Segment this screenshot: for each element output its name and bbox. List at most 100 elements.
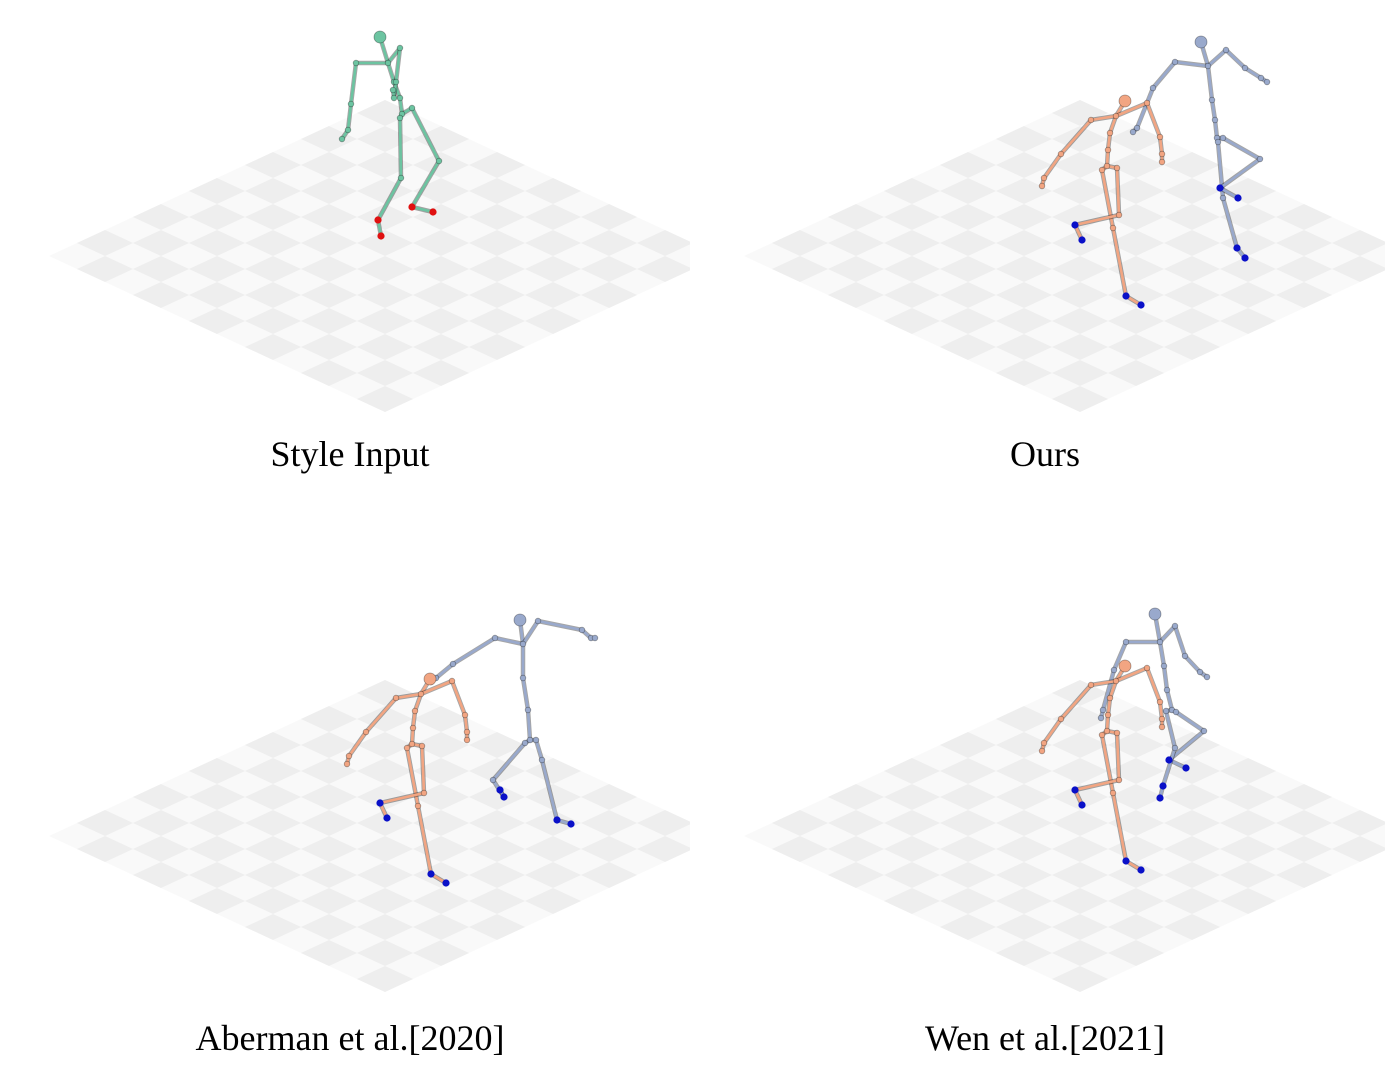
skeleton-output-joint — [1214, 138, 1222, 146]
floor-tile — [245, 282, 301, 308]
skeleton-content-bone — [1114, 101, 1149, 118]
skeleton-content-bone — [463, 713, 469, 734]
floor-tile — [525, 862, 581, 888]
floor-tile — [996, 152, 1052, 178]
skeleton-output-foot-joint — [1182, 764, 1190, 772]
floor-tile — [413, 360, 469, 386]
floor-tile — [1164, 308, 1220, 334]
floor-tile — [1052, 836, 1108, 862]
floor-tile — [413, 126, 469, 152]
floor-tile — [413, 784, 469, 810]
floor-tile — [357, 178, 413, 204]
floor-tile — [525, 230, 581, 256]
floor-tile — [77, 256, 133, 282]
floor-tile — [940, 888, 996, 914]
skeleton-content-joint — [1118, 659, 1132, 673]
floor-tile — [357, 360, 413, 386]
skeleton-content-bone — [1042, 152, 1063, 180]
floor-tile — [469, 152, 525, 178]
skeleton-content-joint — [1106, 129, 1114, 137]
skeleton-content-foot-joint — [376, 799, 384, 807]
skeleton-style-input-foot-joint — [408, 203, 416, 211]
skeleton-output-foot-joint — [496, 786, 504, 794]
floor-tile — [996, 204, 1052, 230]
skeleton-output-bone — [1161, 746, 1177, 788]
skeleton-output-foot-joint — [1216, 184, 1224, 192]
skeleton-output-foot-joint — [1156, 794, 1164, 802]
floor-tile — [996, 862, 1052, 888]
skeleton-output-joint — [1196, 668, 1204, 676]
skeleton-content-bone — [1111, 791, 1128, 863]
skeleton-output-joint — [1162, 707, 1170, 715]
floor-tile — [1108, 732, 1164, 758]
floor-tile — [1052, 360, 1108, 386]
floor-tile — [828, 836, 884, 862]
skeleton-output-joint — [519, 674, 527, 682]
skeleton-content-joint — [1109, 789, 1117, 797]
floor-tile — [189, 862, 245, 888]
caption-aberman: Aberman et al.[2020] — [195, 1018, 505, 1058]
floor-tile — [301, 282, 357, 308]
skeleton-content-joint — [409, 724, 417, 732]
skeleton-output-bone — [1221, 196, 1239, 250]
floor-tile — [996, 914, 1052, 940]
floor-tile — [413, 940, 469, 966]
floor-tile — [1108, 784, 1164, 810]
skeleton-content-foot-joint — [1078, 236, 1086, 244]
skeleton-style-input-joint — [435, 157, 443, 165]
skeleton-output-bone — [1213, 118, 1219, 140]
floor-tile — [940, 152, 996, 178]
floor-tile — [1332, 810, 1385, 836]
skeleton-style-input-bone — [349, 61, 358, 106]
floor-tile — [940, 784, 996, 810]
skeleton-content-bone — [1158, 135, 1164, 156]
floor-tile — [772, 810, 828, 836]
skeleton-output-joint — [1181, 652, 1189, 660]
floor-tile — [1332, 836, 1385, 862]
skeleton-content-foot-joint — [1071, 221, 1079, 229]
skeleton-style-input-joint — [392, 78, 400, 86]
floor-tile — [1052, 680, 1108, 706]
skeleton-content-bone — [419, 679, 454, 696]
skeleton-content-joint — [403, 744, 411, 752]
floor-tile — [1164, 230, 1220, 256]
floor-tile — [77, 230, 133, 256]
floor-tile — [413, 308, 469, 334]
skeleton-output-joint — [1219, 194, 1227, 202]
skeleton-content-bone — [1111, 226, 1128, 298]
floor-base — [49, 100, 690, 412]
floor-tile — [357, 836, 413, 862]
floor-tile — [1108, 178, 1164, 204]
floor-tile — [940, 732, 996, 758]
skeleton-content-joint — [1113, 729, 1121, 737]
floor-tile — [996, 256, 1052, 282]
skeleton-output-joint — [1097, 714, 1105, 722]
skeleton-style-input-bone — [398, 116, 403, 180]
floor-tile — [469, 178, 525, 204]
floor-tile — [1052, 966, 1108, 992]
skeleton-content-joint — [1038, 182, 1046, 190]
floor-tile — [996, 126, 1052, 152]
floor-tile — [828, 204, 884, 230]
floor-tile — [301, 706, 357, 732]
skeleton-output-bone — [1174, 710, 1206, 733]
floor-tile — [996, 706, 1052, 732]
skeleton-content-bone — [1145, 101, 1162, 139]
skeleton-content-joint — [408, 740, 416, 748]
skeleton-content-joint — [392, 694, 400, 702]
caption-ours: Ours — [1010, 434, 1080, 474]
floor-tile — [1332, 256, 1385, 282]
floor-tile — [1052, 230, 1108, 256]
floor-tile — [940, 758, 996, 784]
skeleton-content-bone — [1108, 114, 1118, 135]
skeleton-content-joint — [414, 802, 422, 810]
scene-style-input — [49, 30, 690, 412]
skeleton-content-bone — [1145, 666, 1162, 704]
floor-tile — [189, 230, 245, 256]
skeleton-style-input-joint — [397, 174, 405, 182]
skeleton-content-bone — [1073, 213, 1121, 227]
skeleton-content-bone — [1042, 717, 1063, 745]
floor-tile — [581, 282, 637, 308]
floor-tile — [996, 282, 1052, 308]
floor-tile — [245, 204, 301, 230]
